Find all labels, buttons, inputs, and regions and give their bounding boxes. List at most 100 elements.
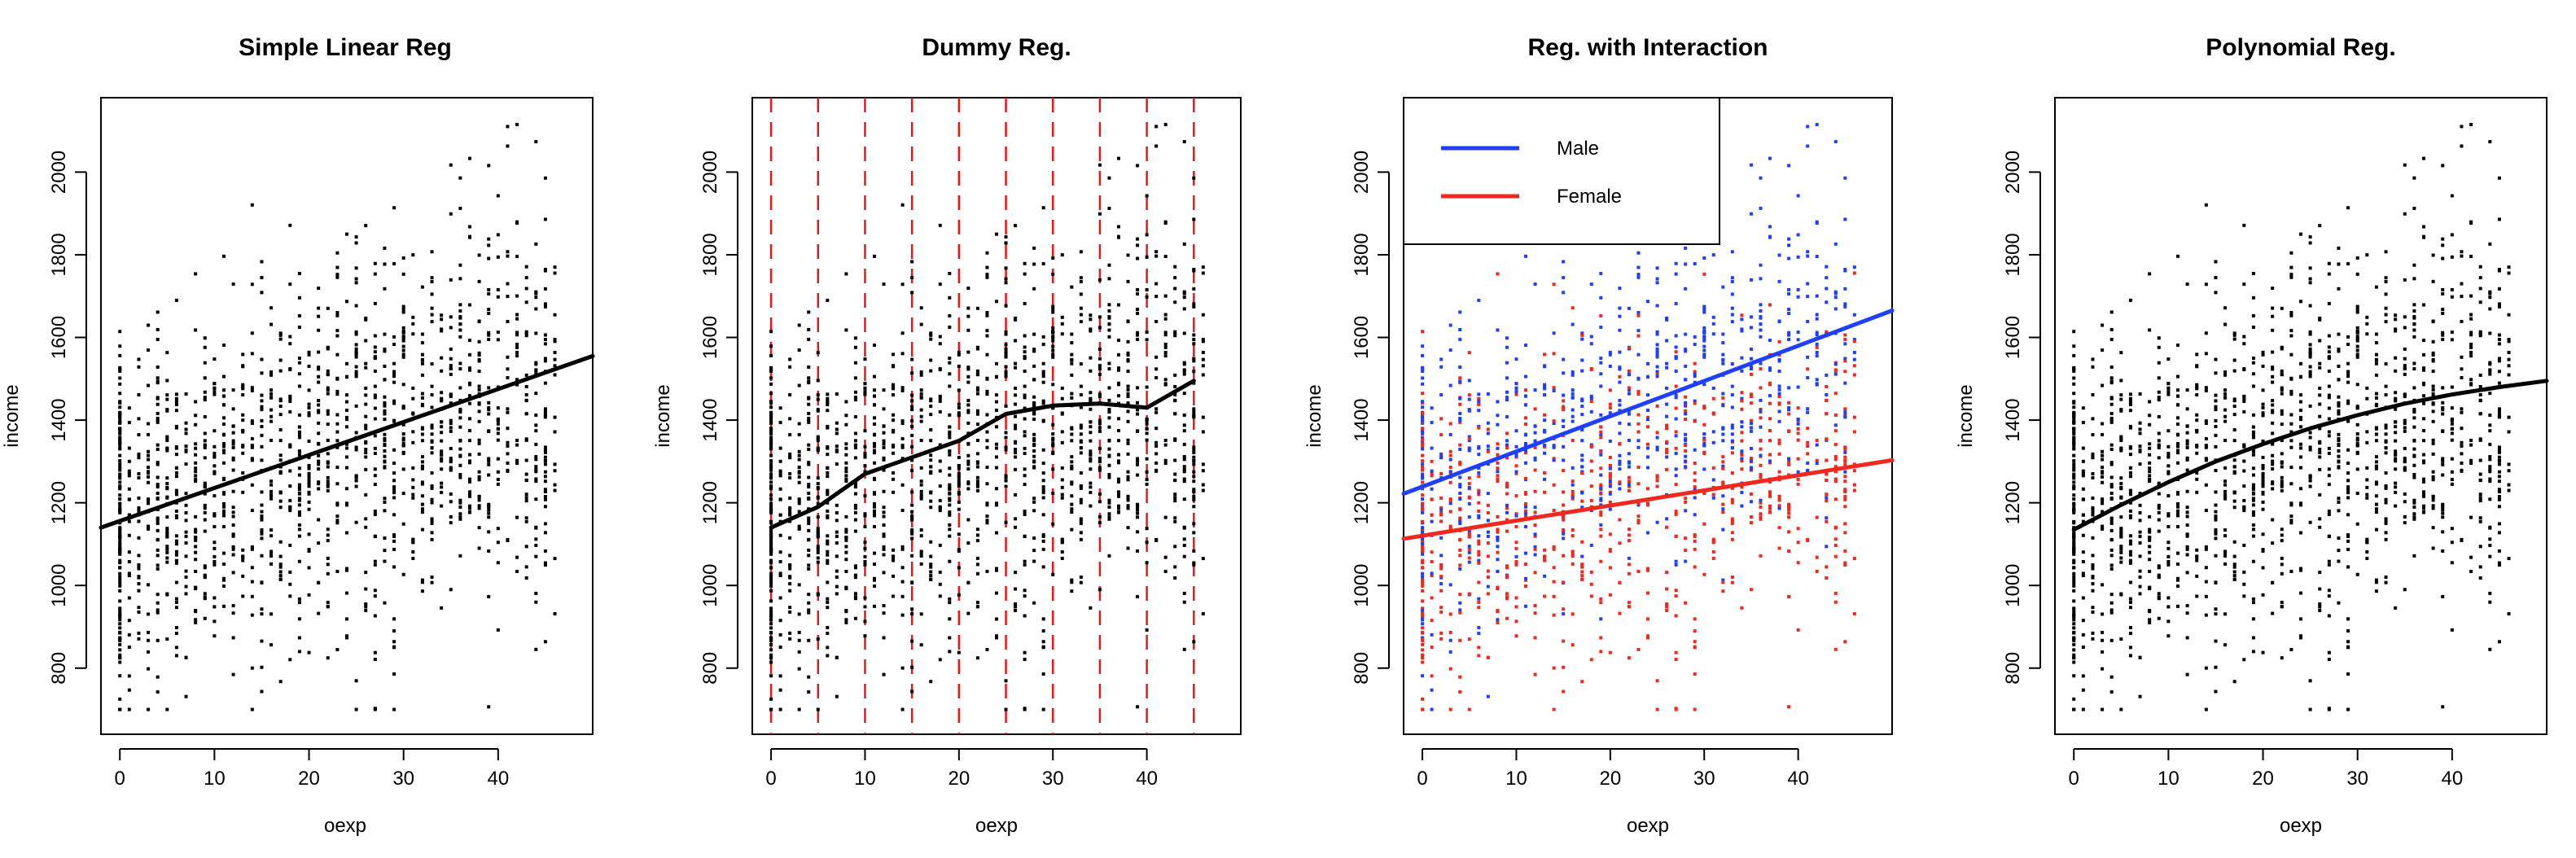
point [401, 383, 405, 387]
point [147, 466, 151, 470]
point [1533, 636, 1537, 640]
point [468, 510, 471, 514]
point [1721, 432, 1725, 436]
point [156, 483, 160, 487]
point [2242, 282, 2246, 287]
point [1439, 511, 1444, 515]
point [1032, 436, 1036, 440]
point [826, 466, 830, 470]
point [1496, 514, 1500, 519]
point [1684, 432, 1688, 436]
point [515, 439, 519, 443]
point [1439, 365, 1444, 369]
point [1163, 123, 1168, 127]
point [2195, 477, 2199, 481]
point [174, 606, 178, 610]
point [1173, 516, 1177, 520]
point [2271, 421, 2275, 425]
point [1163, 383, 1168, 387]
point [1505, 390, 1509, 394]
point [1032, 348, 1036, 352]
point [1126, 320, 1130, 324]
point [468, 479, 471, 484]
point [2441, 386, 2445, 390]
point [948, 466, 952, 471]
point [1730, 537, 1734, 541]
point [1524, 416, 1527, 420]
point [1421, 566, 1425, 570]
y-tick-label: 1400 [699, 398, 721, 441]
point [534, 455, 538, 459]
point [1777, 506, 1781, 510]
point [430, 306, 434, 310]
point [835, 569, 839, 573]
point [2119, 560, 2123, 564]
point [194, 620, 198, 624]
point [118, 526, 122, 530]
point [966, 518, 970, 522]
point [449, 521, 453, 525]
point [2119, 351, 2123, 355]
point [543, 479, 547, 484]
point [1693, 565, 1697, 569]
point [260, 408, 264, 412]
point [797, 650, 801, 654]
point [1448, 422, 1452, 426]
point [317, 480, 321, 484]
point [184, 554, 188, 558]
point [1768, 510, 1772, 514]
point [1552, 386, 1556, 390]
point [440, 457, 444, 461]
x-tick-label: 30 [1042, 768, 1064, 790]
point [1032, 364, 1036, 368]
point [260, 433, 264, 437]
point [1023, 301, 1027, 305]
point [118, 558, 122, 563]
point [1126, 409, 1130, 414]
point [1079, 517, 1083, 521]
point [1759, 554, 1763, 558]
point [203, 345, 207, 349]
point [278, 554, 283, 558]
point [127, 559, 131, 563]
point [900, 203, 905, 207]
point [487, 515, 491, 519]
point [156, 337, 160, 341]
point [458, 512, 462, 516]
point [184, 534, 188, 538]
point [2488, 442, 2492, 446]
point [1674, 594, 1678, 598]
point [778, 707, 782, 711]
point [853, 431, 857, 436]
point [496, 295, 500, 299]
point [137, 506, 141, 510]
point [1051, 272, 1055, 276]
point [222, 551, 226, 555]
point [260, 536, 264, 541]
point [1562, 665, 1566, 669]
point [1136, 508, 1140, 512]
point [1627, 439, 1631, 443]
point [1421, 438, 1425, 442]
point [212, 444, 217, 449]
point [1711, 556, 1715, 560]
point [957, 402, 961, 406]
point [1041, 539, 1045, 543]
point [797, 348, 801, 352]
point [788, 496, 792, 500]
point [278, 540, 283, 544]
point [1749, 418, 1753, 422]
point [118, 445, 122, 449]
point [430, 362, 434, 366]
point [1636, 275, 1641, 279]
legend-label-female: Female [1557, 186, 1622, 208]
point [853, 376, 857, 380]
point [1562, 490, 1566, 494]
point [118, 475, 122, 479]
point [411, 537, 415, 541]
point [326, 563, 330, 567]
point [260, 515, 264, 519]
point [127, 550, 131, 554]
point [882, 611, 886, 615]
point [1740, 606, 1744, 610]
